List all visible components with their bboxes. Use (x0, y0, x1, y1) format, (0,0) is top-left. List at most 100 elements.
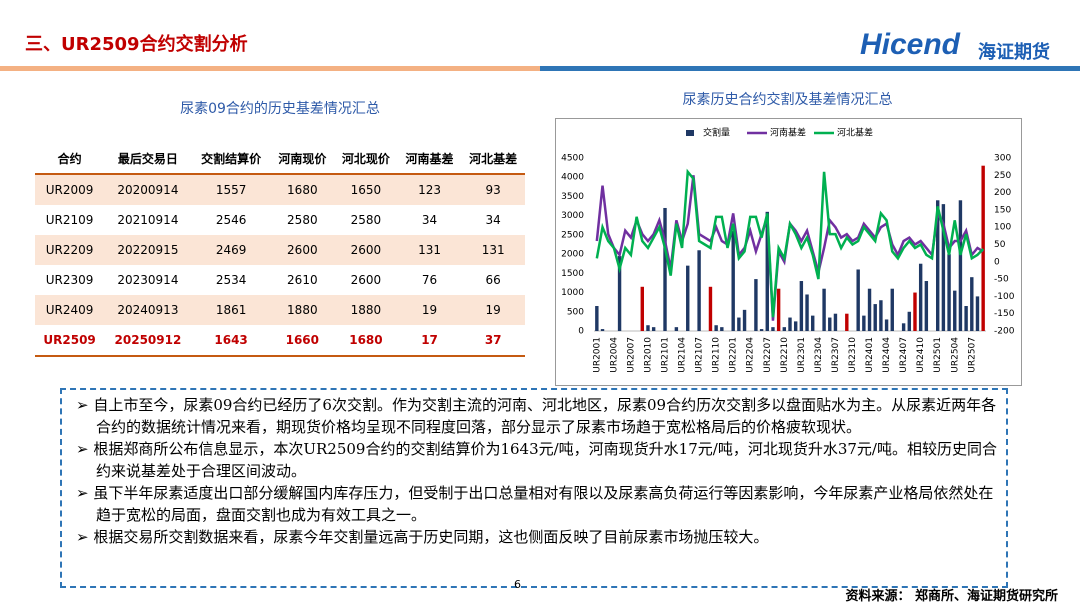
y2-tick-label: -50 (994, 275, 1009, 285)
column-header: 河北现价 (334, 143, 398, 175)
table-cell: 1557 (191, 174, 271, 205)
bar (924, 281, 929, 331)
bar (981, 165, 985, 331)
column-header: 河北基差 (461, 143, 525, 175)
y2-tick-label: 300 (994, 154, 1011, 164)
bar (686, 265, 690, 331)
bar (913, 292, 917, 331)
note: 根据交易所交割数据来看，尿素今年交割量远高于历史同期，这也侧面反映了目前尿素市场… (70, 526, 998, 548)
note: 根据郑商所公布信息显示，本次UR2509合约的交割结算价为1643元/吨，河南现… (70, 438, 998, 482)
table-cell: 19 (461, 295, 525, 325)
table-cell: 2580 (350, 213, 382, 227)
bar (947, 254, 951, 331)
table-row: UR2509 20250912 1643 1660 1680 17 37 (35, 325, 525, 357)
table-row: UR2109 20210914 2546 2580 2580 34 34 (35, 205, 525, 235)
x-tick-label: UR2401 (865, 337, 875, 373)
table-cell: 34 (421, 213, 438, 227)
bar (600, 329, 605, 331)
y-tick-label: 2000 (561, 250, 584, 260)
y-tick-label: 4000 (561, 173, 584, 183)
bar (975, 296, 980, 331)
table-cell: 2580 (287, 213, 318, 227)
table-cell: 2534 (215, 273, 247, 287)
bar (771, 327, 775, 331)
bar (901, 323, 906, 331)
x-tick-label: UR2204 (746, 337, 756, 373)
bar (782, 327, 787, 331)
y-tick-label: 4500 (561, 154, 584, 164)
table-cell: 131 (397, 235, 462, 265)
bar (788, 317, 792, 331)
bar (822, 288, 826, 331)
table-row: UR2309 20230914 2534 2610 2600 76 66 (35, 265, 525, 295)
table-cell: 20220915 (104, 235, 192, 265)
slide-title: 三、UR2509合约交割分析 (25, 34, 248, 55)
bar (765, 211, 769, 331)
bar (617, 256, 622, 331)
x-tick-label: UR2010 (643, 337, 653, 373)
bar (873, 304, 877, 331)
chart: 050010001500200025003000350040004500-200… (561, 127, 1015, 373)
x-tick-label: UR2007 (626, 337, 636, 373)
table-cell: 2546 (215, 213, 247, 227)
chart-frame: 0 500 1000 1500 2000 2500 3000 3500 4000 4500 -200… (555, 118, 1022, 386)
table-cell: 34 (485, 213, 501, 227)
legend-label: 河南基差 (770, 127, 806, 139)
notes-box: 自上市至今，尿素09合约已经历了6次交割。作为交割主流的河南、河北地区，尿素09… (60, 388, 1008, 588)
bar (708, 286, 713, 331)
bar (805, 294, 809, 331)
basis-table: 合约 最后交易日 交割结算价 河南现价 河北现价 河南基差 河北基差 UR2009 202009… (35, 143, 525, 357)
table-cell: 1660 (270, 325, 335, 357)
bar (936, 200, 940, 331)
table-cell: 2469 (191, 235, 271, 265)
bar (953, 290, 957, 331)
table-cell: 93 (461, 174, 525, 205)
bar (799, 281, 804, 331)
bar (742, 309, 747, 331)
x-tick-label: UR2307 (831, 337, 841, 373)
table-cell: 76 (421, 273, 438, 287)
bar (845, 313, 849, 331)
bar (884, 319, 889, 331)
column-header: 交割结算价 (191, 143, 271, 175)
x-tick-label: UR2107 (695, 337, 705, 373)
table-cell: 2600 (270, 235, 335, 265)
x-tick-label: UR2207 (763, 337, 773, 373)
x-tick-label: UR2310 (848, 337, 858, 373)
chart-title: 尿素历史合约交割及基差情况汇总 (682, 92, 893, 108)
y2-tick-label: -100 (994, 292, 1015, 302)
y2-tick-label: 250 (994, 171, 1011, 181)
table-cell: 37 (461, 325, 525, 357)
bar (714, 325, 718, 331)
bar (833, 313, 838, 331)
line (595, 168, 985, 318)
bar (646, 325, 650, 331)
table-title: 尿素09合约的历史基差情况汇总 (180, 101, 380, 117)
table-cell: UR2009 (35, 174, 105, 205)
bar (856, 269, 860, 331)
note: 自上市至今，尿素09合约已经历了6次交割。作为交割主流的河南、河北地区，尿素09… (70, 394, 998, 438)
bar (918, 263, 923, 331)
y2-tick-label: -200 (994, 327, 1015, 337)
x-tick-label: UR2507 (967, 337, 977, 373)
x-tick-label: UR2101 (661, 337, 671, 373)
y-tick-label: 500 (567, 307, 584, 317)
legend-label: 河北基差 (837, 127, 873, 139)
x-tick-label: UR2104 (678, 337, 688, 373)
table-cell: 17 (397, 325, 462, 357)
table-cell: 20250912 (104, 325, 192, 357)
y-tick-label: 3000 (561, 211, 584, 221)
table-cell: 20230914 (117, 273, 179, 287)
table-cell: 2600 (334, 235, 398, 265)
x-tick-label: UR2210 (780, 337, 790, 373)
y-tick-label: 1000 (561, 288, 584, 298)
note: 虽下半年尿素适度出口部分缓解国内库存压力，但受制于出口总量相对有限以及尿素高负荷… (70, 482, 998, 526)
x-tick-label: UR2304 (814, 337, 824, 373)
x-tick-label: UR2504 (950, 337, 960, 373)
y2-tick-label: 150 (994, 205, 1011, 215)
bar (970, 277, 974, 331)
table-cell: 123 (397, 174, 462, 205)
header-strip (540, 66, 1080, 71)
table-row: UR2009 20200914 1557 1680 1650 123 93 (35, 174, 525, 205)
logo-cn: 海证期货 (978, 42, 1050, 63)
